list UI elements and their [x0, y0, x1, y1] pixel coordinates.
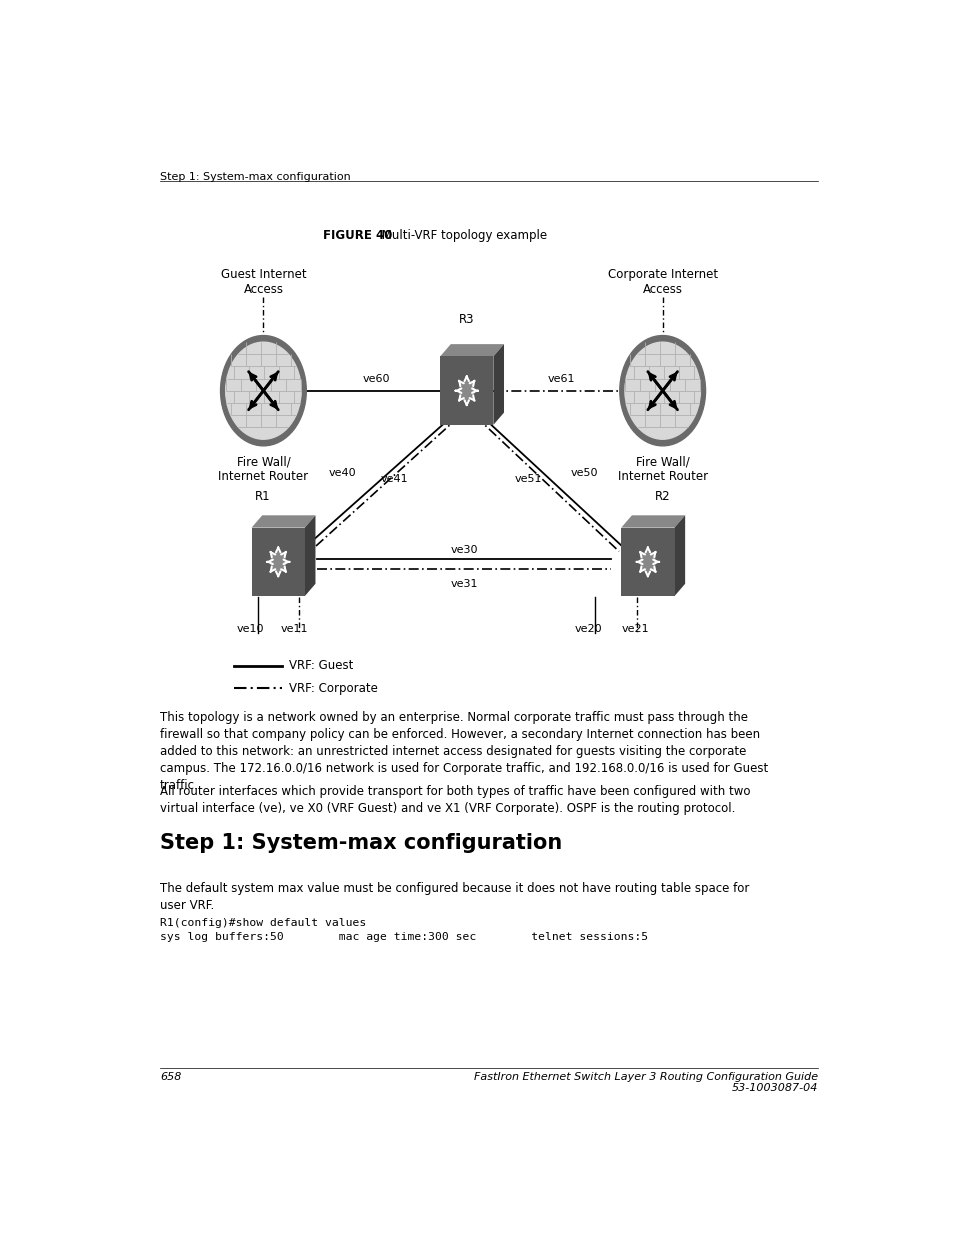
Text: ve41: ve41 — [380, 474, 408, 484]
Text: ve10: ve10 — [237, 624, 264, 634]
Text: ve11: ve11 — [280, 624, 308, 634]
Circle shape — [220, 336, 306, 446]
Text: Fire Wall/
Internet Router: Fire Wall/ Internet Router — [617, 456, 707, 483]
Text: All router interfaces which provide transport for both types of traffic have bee: All router interfaces which provide tran… — [160, 785, 750, 815]
Text: ve40: ve40 — [328, 468, 355, 478]
Text: R1: R1 — [254, 490, 271, 503]
Text: ve30: ve30 — [451, 545, 477, 555]
Text: 658: 658 — [160, 1072, 181, 1082]
Text: VRF: Corporate: VRF: Corporate — [289, 682, 377, 695]
Text: Step 1: System-max configuration: Step 1: System-max configuration — [160, 832, 561, 853]
Polygon shape — [439, 345, 503, 357]
Text: Step 1: System-max configuration: Step 1: System-max configuration — [160, 172, 351, 182]
Polygon shape — [674, 515, 684, 597]
Text: R2: R2 — [655, 490, 670, 503]
Text: R3: R3 — [458, 312, 474, 326]
Text: Multi-VRF topology example: Multi-VRF topology example — [377, 228, 547, 242]
Circle shape — [226, 342, 301, 440]
Text: Corporate Internet
Access: Corporate Internet Access — [607, 268, 717, 295]
Text: ve60: ve60 — [362, 374, 390, 384]
Circle shape — [639, 552, 655, 572]
Circle shape — [619, 336, 705, 446]
Text: ve61: ve61 — [547, 374, 575, 384]
Text: This topology is a network owned by an enterprise. Normal corporate traffic must: This topology is a network owned by an e… — [160, 711, 767, 792]
Text: VRF: Guest: VRF: Guest — [289, 659, 354, 672]
Text: ve20: ve20 — [575, 624, 602, 634]
Polygon shape — [252, 515, 315, 527]
Polygon shape — [493, 345, 503, 425]
Text: ve51: ve51 — [514, 474, 541, 484]
Text: FastIron Ethernet Switch Layer 3 Routing Configuration Guide
53-1003087-04: FastIron Ethernet Switch Layer 3 Routing… — [474, 1072, 817, 1093]
Circle shape — [271, 552, 285, 572]
Polygon shape — [305, 515, 315, 597]
Text: ve21: ve21 — [620, 624, 648, 634]
Text: R1(config)#show default values
sys log buffers:50        mac age time:300 sec   : R1(config)#show default values sys log b… — [160, 919, 647, 941]
Circle shape — [458, 382, 474, 400]
Text: FIGURE 40: FIGURE 40 — [322, 228, 392, 242]
Bar — [439, 357, 493, 425]
Text: ve31: ve31 — [451, 579, 477, 589]
Circle shape — [624, 342, 700, 440]
Text: Guest Internet
Access: Guest Internet Access — [220, 268, 306, 295]
Bar — [620, 527, 674, 597]
Text: ve50: ve50 — [570, 468, 598, 478]
Text: The default system max value must be configured because it does not have routing: The default system max value must be con… — [160, 882, 748, 913]
Text: Fire Wall/
Internet Router: Fire Wall/ Internet Router — [218, 456, 308, 483]
Polygon shape — [620, 515, 684, 527]
Bar — [252, 527, 305, 597]
